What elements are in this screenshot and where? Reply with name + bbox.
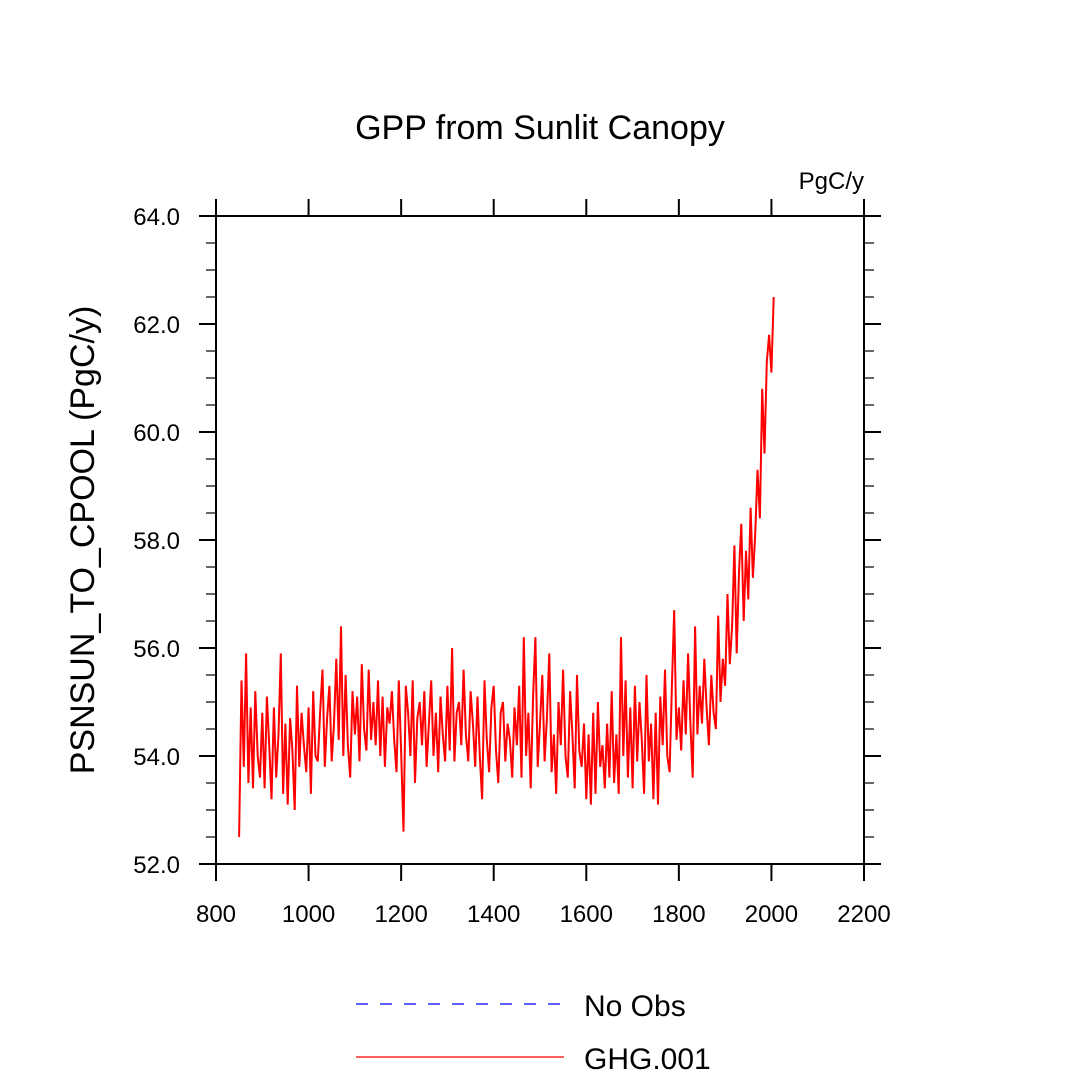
x-tick-label: 1400 [467,901,520,928]
series-layer [238,296,775,838]
y-tick-labels: 52.0 54.0 56.0 58.0 60.0 62.0 64.0 [133,204,180,879]
x-tick-label: 2200 [837,901,890,928]
y-tick-label: 52.0 [133,852,180,879]
y-tick-label: 54.0 [133,744,180,771]
x-tick-label: 2000 [745,901,798,928]
x-tick-label: 1200 [374,901,427,928]
x-tick-label: 1800 [652,901,705,928]
y-axis-label: PSNSUN_TO_CPOOL (PgC/y) [64,306,102,775]
axis-ticks [199,199,881,881]
y-tick-label: 64.0 [133,204,180,231]
legend-label-no-obs: No Obs [584,990,686,1023]
y-tick-label: 58.0 [133,528,180,555]
x-tick-label: 1000 [282,901,335,928]
series-line-ghg-001 [238,296,775,838]
units-label: PgC/y [799,168,864,195]
chart-title: GPP from Sunlit Canopy [355,109,725,147]
x-tick-labels: 800 1000 1200 1400 1600 1800 2000 2200 [196,901,891,928]
y-tick-label: 56.0 [133,636,180,663]
x-tick-label: 800 [196,901,236,928]
legend: No Obs GHG.001 [356,990,711,1076]
x-tick-label: 1600 [560,901,613,928]
plot-frame [215,215,865,865]
y-tick-label: 60.0 [133,420,180,447]
legend-label-ghg: GHG.001 [584,1043,711,1076]
y-tick-label: 62.0 [133,312,180,339]
